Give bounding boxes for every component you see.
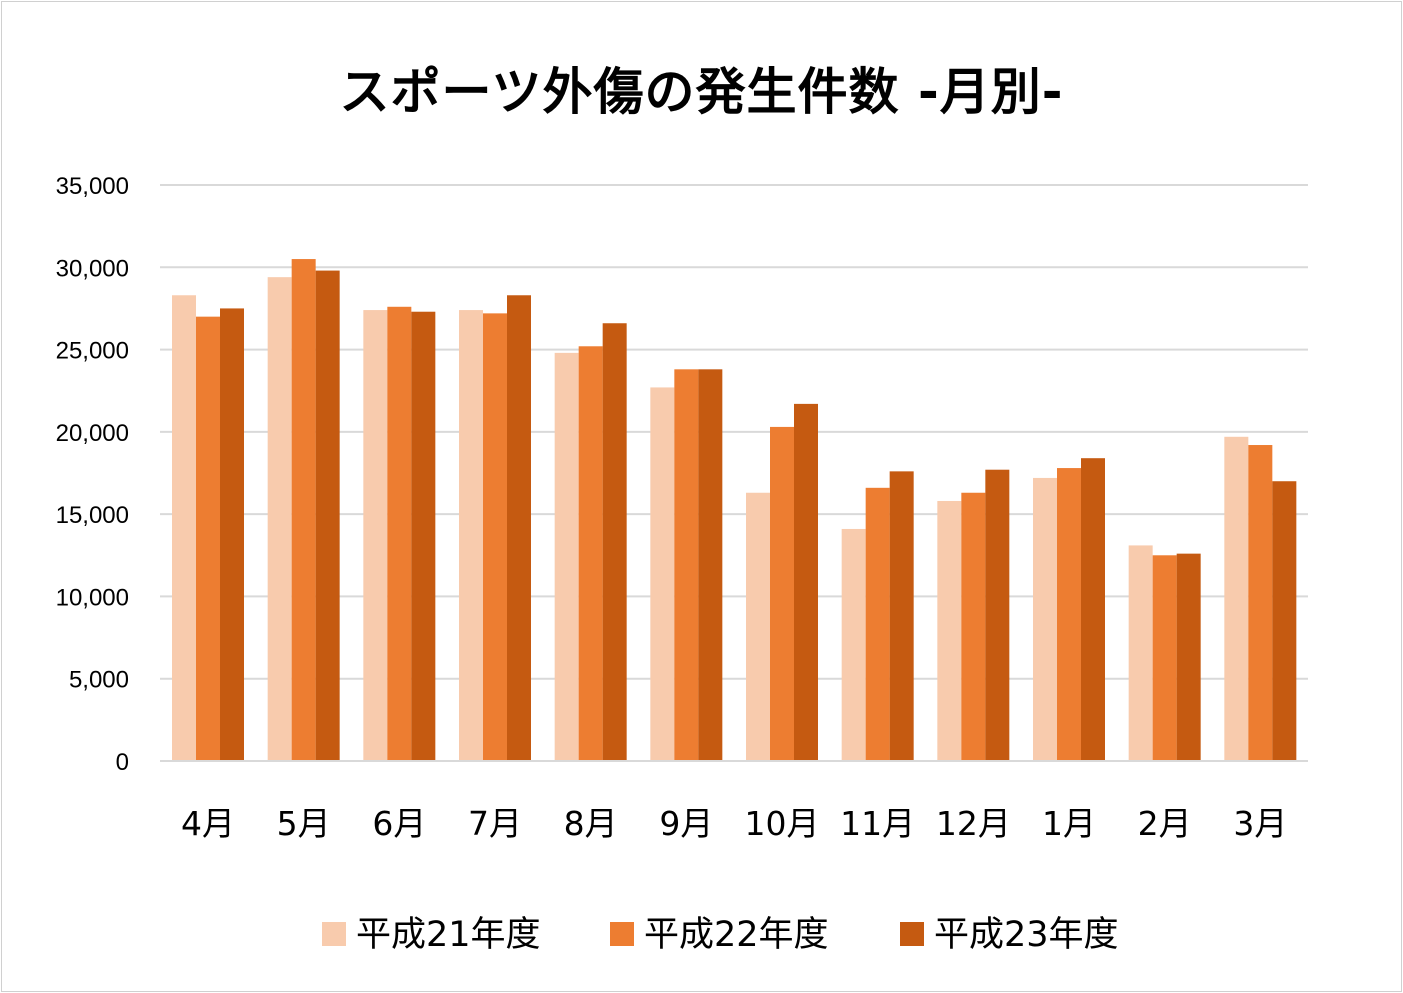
bar [1248, 445, 1273, 761]
bar [196, 316, 220, 761]
gridlines [160, 184, 1308, 680]
y-tick-label: 0 [116, 749, 129, 776]
bar [578, 346, 603, 761]
x-tick-label: 2月 [1138, 804, 1192, 843]
y-tick-label: 5,000 [69, 667, 129, 694]
bar [483, 313, 507, 761]
bar [554, 352, 579, 761]
x-tick-label: 3月 [1233, 804, 1287, 843]
y-tick-label: 35,000 [56, 173, 129, 200]
bar [1224, 436, 1249, 761]
bar [794, 403, 818, 761]
bar [1033, 477, 1057, 761]
bar [291, 259, 316, 761]
x-tick-label: 8月 [564, 804, 618, 843]
x-tick-label: 7月 [468, 804, 522, 843]
bar [985, 469, 1010, 761]
bar [267, 277, 292, 761]
bar [698, 369, 723, 761]
bar [1128, 545, 1153, 761]
legend-swatch [322, 922, 346, 946]
y-axis-tick-labels: 0 5,000 10,000 15,000 20,000 25,000 30,000 35,0… [56, 173, 129, 776]
bar [961, 492, 986, 761]
bar [363, 310, 388, 761]
legend-label: 平成23年度 [934, 915, 1119, 955]
y-tick-label: 30,000 [56, 255, 129, 282]
bar [315, 270, 340, 761]
bar [841, 528, 866, 761]
legend: 平成21年度 平成22年度 平成23年度 [322, 915, 1119, 955]
legend-swatch [900, 922, 924, 946]
legend-swatch [610, 922, 634, 946]
y-tick-label: 20,000 [56, 420, 129, 447]
x-tick-label: 1月 [1042, 804, 1096, 843]
bar [674, 369, 699, 761]
x-axis-tick-labels: 4月 5月 6月 7月 8月 9月 10月 11月 12月 1月 2月 3月 [181, 804, 1287, 843]
bar [220, 308, 244, 761]
bar [1081, 458, 1105, 761]
bar [1152, 555, 1177, 761]
bar [1176, 553, 1201, 761]
x-tick-label: 4月 [181, 804, 235, 843]
bar [650, 387, 675, 761]
x-tick-label: 10月 [745, 804, 820, 843]
bar [746, 492, 770, 761]
bar [459, 310, 483, 761]
bar [172, 295, 196, 761]
x-tick-label: 11月 [840, 804, 915, 843]
chart-title: スポーツ外傷の発生件数 -月別- [339, 63, 1064, 121]
bars [172, 259, 1297, 761]
bar [507, 295, 531, 761]
x-tick-label: 9月 [659, 804, 713, 843]
legend-label: 平成22年度 [644, 915, 829, 955]
bar [865, 487, 890, 761]
x-tick-label: 6月 [372, 804, 426, 843]
bar [937, 500, 962, 761]
bar [770, 426, 794, 761]
y-tick-label: 10,000 [56, 584, 129, 611]
bar [411, 311, 436, 761]
bar [602, 323, 627, 761]
bar [889, 471, 914, 761]
bar [1057, 468, 1081, 761]
bar [1272, 481, 1297, 761]
y-tick-label: 25,000 [56, 338, 129, 365]
legend-label: 平成21年度 [356, 915, 541, 955]
bar [387, 306, 412, 761]
x-tick-label: 5月 [277, 804, 331, 843]
y-tick-label: 15,000 [56, 502, 129, 529]
x-tick-label: 12月 [936, 804, 1011, 843]
